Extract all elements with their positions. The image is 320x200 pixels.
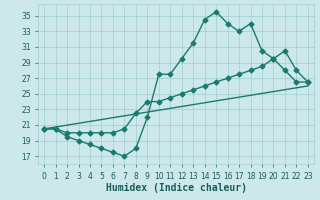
X-axis label: Humidex (Indice chaleur): Humidex (Indice chaleur) (106, 183, 246, 193)
